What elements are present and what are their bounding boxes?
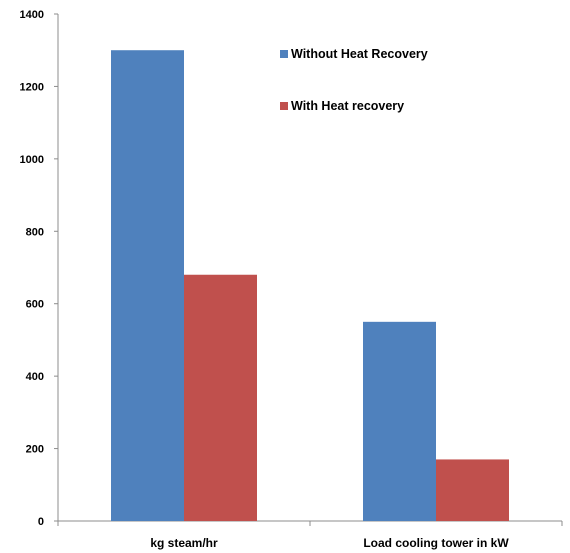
legend: Without Heat Recovery With Heat recovery	[280, 47, 428, 113]
bar-without-heat-recovery	[363, 321, 436, 521]
y-tick-label: 0	[38, 516, 44, 528]
bars	[111, 50, 509, 521]
x-axis: kg steam/hr Load cooling tower in kW	[57, 520, 563, 550]
y-tick-label: 1400	[20, 9, 44, 21]
y-tick-label: 800	[26, 226, 44, 238]
x-category-label: kg steam/hr	[150, 536, 218, 550]
legend-swatch	[280, 50, 288, 58]
y-tick-label: 1000	[20, 154, 44, 166]
y-tick-label: 1200	[20, 81, 44, 93]
bar-with-heat-recovery	[436, 459, 509, 521]
x-category-label: Load cooling tower in kW	[363, 536, 509, 550]
legend-label: With Heat recovery	[291, 99, 404, 113]
y-tick-label: 400	[26, 371, 44, 383]
y-axis: 0 200 400 600 800 1000 1200 1400	[20, 9, 59, 528]
y-tick-label: 600	[26, 299, 44, 311]
legend-label: Without Heat Recovery	[291, 47, 428, 61]
bar-without-heat-recovery	[111, 50, 184, 521]
bar-with-heat-recovery	[184, 274, 257, 521]
y-tick-label: 200	[26, 444, 44, 456]
legend-swatch	[280, 102, 288, 110]
